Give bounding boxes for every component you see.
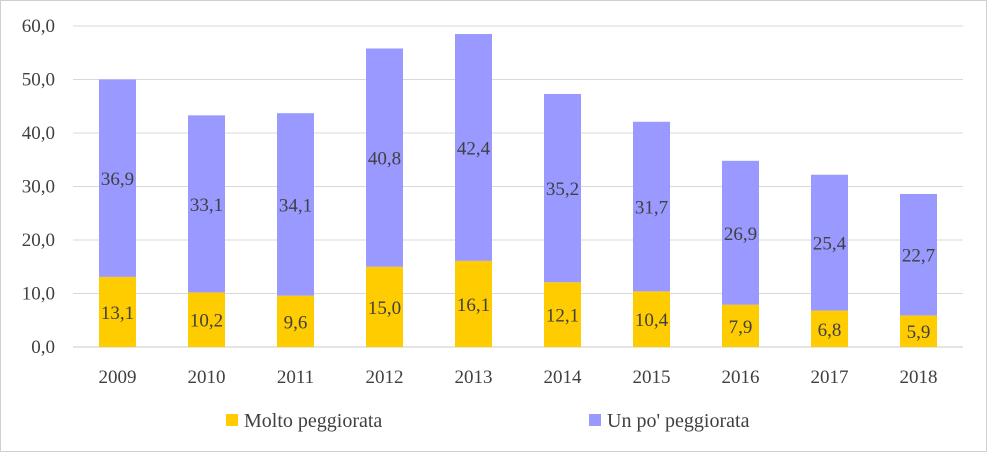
data-label: 31,7 [635, 198, 668, 219]
data-label: 33,1 [190, 195, 223, 216]
y-axis-ticks: 0,0 10,0 20,0 30,0 40,0 50,0 60,0 [22, 16, 55, 358]
x-tick-label: 2015 [633, 367, 671, 388]
data-label: 26,9 [724, 224, 757, 245]
legend-swatch [589, 414, 601, 426]
bar-segment [900, 193, 937, 316]
bar-segment [633, 291, 670, 347]
data-label: 10,4 [635, 310, 669, 331]
bar-segment [722, 304, 759, 347]
y-tick-label: 10,0 [22, 284, 55, 305]
data-label: 6,8 [818, 320, 842, 341]
bar-segment [544, 93, 581, 283]
y-tick-label: 30,0 [22, 177, 55, 198]
y-tick-label: 40,0 [22, 123, 55, 144]
bar-segment [366, 48, 403, 267]
data-label: 16,1 [457, 295, 490, 316]
legend-label: Molto peggiorata [244, 410, 382, 432]
bars: 13,1 36,9 10,2 33,1 9,6 34,1 15,0 40,8 16,1 42,4 1… [99, 34, 937, 347]
data-label: 40,8 [368, 149, 401, 170]
bar-segment [188, 115, 225, 293]
data-label: 13,1 [101, 303, 134, 324]
x-tick-label: 2017 [811, 367, 849, 388]
bar-segment [455, 34, 492, 261]
x-tick-label: 2009 [99, 367, 137, 388]
bar-segment [99, 276, 136, 347]
bar-segment [277, 113, 314, 296]
y-tick-label: 20,0 [22, 230, 55, 251]
data-label: 10,2 [190, 311, 223, 332]
y-tick-label: 50,0 [22, 70, 55, 91]
bar-segment [544, 282, 581, 347]
legend-swatch [226, 414, 238, 426]
bar-segment [811, 174, 848, 311]
x-tick-label: 2012 [366, 367, 404, 388]
bar-segment [188, 292, 225, 347]
data-label: 5,9 [907, 322, 931, 343]
data-label: 15,0 [368, 298, 401, 319]
bar-segment [811, 310, 848, 347]
data-label: 25,4 [813, 234, 847, 255]
bar-segment [633, 121, 670, 292]
x-tick-label: 2014 [544, 367, 583, 388]
x-tick-label: 2010 [188, 367, 226, 388]
x-axis-ticks: 2009 2010 2011 2012 2013 2014 2015 2016 2017 2018 [99, 367, 938, 388]
data-label: 35,2 [546, 179, 579, 200]
legend: Molto peggiorata Un po' peggiorata [226, 410, 750, 432]
data-label: 22,7 [902, 246, 935, 267]
x-tick-label: 2016 [722, 367, 760, 388]
data-label: 9,6 [284, 312, 308, 333]
bar-segment [722, 160, 759, 305]
x-tick-label: 2018 [900, 367, 938, 388]
bar-segment [900, 315, 937, 347]
bar-segment [366, 266, 403, 347]
x-tick-label: 2011 [277, 367, 314, 388]
data-label: 7,9 [729, 317, 753, 338]
y-tick-label: 0,0 [31, 337, 55, 358]
x-tick-label: 2013 [455, 367, 493, 388]
data-label: 12,1 [546, 306, 579, 327]
bar-segment [99, 79, 136, 277]
y-tick-label: 60,0 [22, 16, 55, 37]
bar-segment [455, 260, 492, 347]
legend-label: Un po' peggiorata [607, 410, 750, 432]
bar-segment [277, 295, 314, 347]
data-label: 42,4 [457, 138, 491, 159]
data-label: 36,9 [101, 169, 134, 190]
data-label: 34,1 [279, 195, 312, 216]
